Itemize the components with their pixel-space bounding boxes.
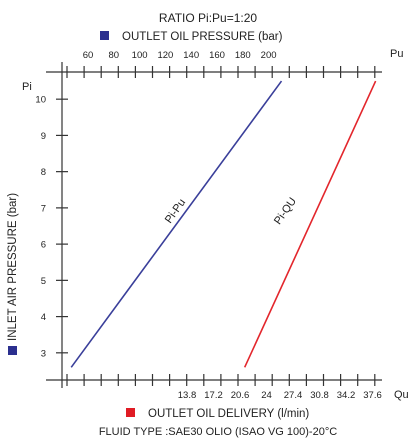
top-axis-ticks [66, 66, 376, 78]
top-tick-label: 140 [183, 50, 199, 61]
top-axis-title: OUTLET OIL PRESSURE (bar) [122, 31, 283, 43]
left-axis-title-group: INLET AIR PRESSURE (bar) [7, 193, 19, 355]
left-axis-title: INLET AIR PRESSURE (bar) [7, 193, 19, 341]
top-tick-label: 160 [209, 50, 225, 61]
bottom-tick-label: 20.6 [231, 390, 250, 401]
left-axis-legend-marker [8, 346, 17, 355]
left-tick-label: 4 [41, 312, 46, 323]
series-label-0: Pi-Pu [163, 197, 188, 226]
left-axis-ticks [56, 98, 68, 354]
bottom-axis-legend-marker [126, 408, 135, 417]
left-axis-end-label: Pi [22, 81, 32, 93]
bottom-tick-label: 37.6 [363, 390, 382, 401]
bottom-axis-ticks [66, 374, 376, 386]
series-layer: Pi-Pu Pi-QU [70, 80, 377, 368]
top-tick-label: 200 [261, 50, 277, 61]
left-tick-label: 6 [41, 240, 46, 251]
left-tick-label: 10 [35, 95, 46, 106]
left-tick-label: 7 [41, 203, 46, 214]
bottom-tick-label: 30.8 [310, 390, 329, 401]
top-tick-label: 120 [157, 50, 173, 61]
series-label-1: Pi-QU [272, 196, 299, 227]
bottom-axis-tick-labels: 13.8 17.2 20.6 24 27.4 30.8 34.2 37.6 [178, 390, 382, 401]
bottom-tick-label: 34.2 [337, 390, 356, 401]
left-tick-label: 9 [41, 131, 46, 142]
series-line-1 [243, 80, 377, 368]
chart-title: RATIO Pi:Pu=1:20 [159, 11, 257, 25]
bottom-axis-end-label: Qu [394, 389, 409, 401]
top-tick-label: 100 [132, 50, 148, 61]
bottom-tick-label: 27.4 [284, 390, 303, 401]
top-axis-legend-marker [100, 31, 109, 40]
top-tick-label: 80 [109, 50, 120, 61]
left-tick-label: 5 [41, 276, 46, 287]
series-line-0 [70, 80, 283, 368]
bottom-tick-label: 24 [261, 390, 272, 401]
fluid-type-note: FLUID TYPE :SAE30 OLIO (ISAO VG 100)-20°… [99, 426, 337, 438]
top-tick-label: 180 [235, 50, 251, 61]
left-axis-tick-labels: 3 4 5 6 7 8 9 10 [35, 95, 46, 360]
left-tick-label: 3 [41, 348, 46, 359]
bottom-axis-title: OUTLET OIL DELIVERY (l/min) [148, 408, 309, 420]
top-axis-end-label: Pu [390, 48, 403, 60]
bottom-tick-label: 17.2 [204, 390, 223, 401]
bottom-tick-label: 13.8 [178, 390, 197, 401]
top-axis-tick-labels: 60 80 100 120 140 160 180 200 [83, 50, 277, 61]
top-tick-label: 60 [83, 50, 94, 61]
left-tick-label: 8 [41, 167, 46, 178]
